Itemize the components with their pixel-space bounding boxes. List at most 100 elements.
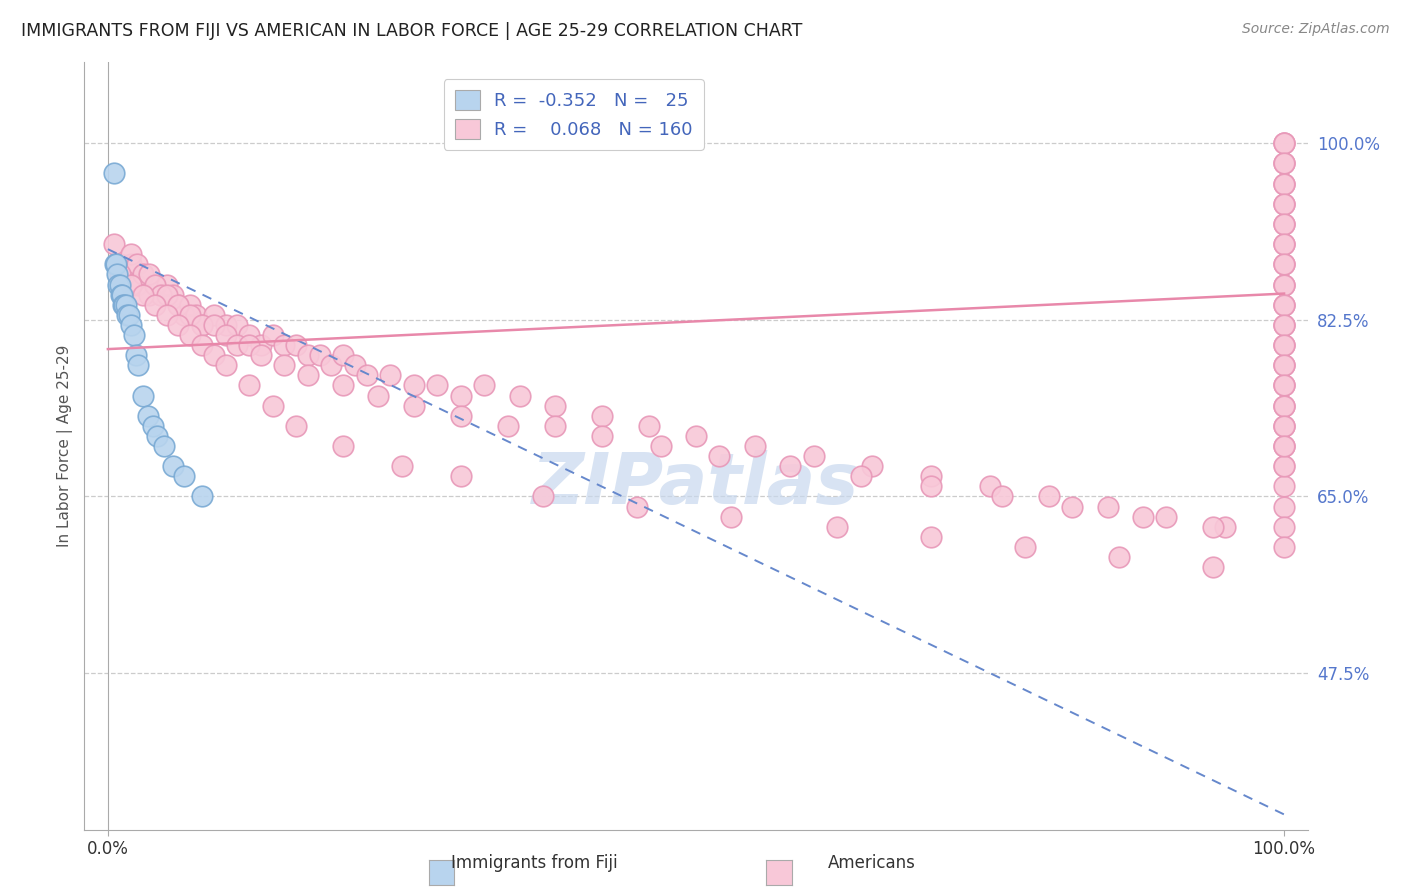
Point [1272,136,1295,151]
Point [1272,378,1295,392]
Point [115,308,138,322]
Point [1272,136,1295,151]
Point [191,318,214,332]
Point [1132,509,1154,524]
Point [1202,560,1225,574]
Point [191,318,214,332]
Point [1272,338,1295,352]
Point [105,268,128,282]
Point [920,530,942,544]
Text: ZIPatlas: ZIPatlas [533,450,859,519]
Point [544,418,567,433]
Point [367,388,389,402]
Point [262,399,284,413]
Point [127,277,149,292]
Point [1272,378,1295,392]
Point [285,418,308,433]
Text: Immigrants from Fiji: Immigrants from Fiji [451,855,617,872]
Point [173,308,195,322]
Point [108,257,131,271]
Point [1272,177,1295,191]
Point [105,257,128,271]
Point [1272,196,1295,211]
Point [343,358,366,372]
Point [380,368,402,383]
Point [226,338,249,352]
Point [146,429,169,443]
Point [120,247,142,261]
Point [920,479,942,493]
Text: Americans: Americans [828,855,915,872]
Point [1272,399,1295,413]
Point [111,287,134,301]
Text: IMMIGRANTS FROM FIJI VS AMERICAN IN LABOR FORCE | AGE 25-29 CORRELATION CHART: IMMIGRANTS FROM FIJI VS AMERICAN IN LABO… [21,22,803,40]
Point [544,399,567,413]
Point [167,318,190,332]
Point [120,318,142,332]
Point [120,257,142,271]
Point [650,439,672,453]
Point [143,277,166,292]
Point [979,479,1001,493]
Point [1272,479,1295,493]
Point [1272,136,1295,151]
Point [849,469,872,483]
Point [153,439,176,453]
Point [1272,358,1295,372]
Point [1272,459,1295,474]
Point [297,348,319,362]
Point [138,268,160,282]
Point [825,520,848,534]
Point [1062,500,1084,514]
Point [214,318,236,332]
Point [1272,439,1295,453]
Y-axis label: In Labor Force | Age 25-29: In Labor Force | Age 25-29 [58,345,73,547]
Point [1097,500,1119,514]
Point [132,287,155,301]
Point [136,409,159,423]
Point [1038,490,1060,504]
Point [156,287,179,301]
Point [332,378,354,392]
Point [262,328,284,343]
Point [112,298,135,312]
Point [1272,156,1295,170]
Point [531,490,554,504]
Point [167,298,190,312]
Point [1272,257,1295,271]
Point [1272,217,1295,231]
Point [238,338,260,352]
Point [297,368,319,383]
Point [118,308,141,322]
Point [1272,277,1295,292]
Point [1272,399,1295,413]
Point [1272,439,1295,453]
Point [509,388,531,402]
Point [162,287,184,301]
Point [1272,196,1295,211]
Point [214,328,236,343]
Point [120,277,142,292]
Point [638,418,661,433]
Point [402,399,425,413]
Point [450,469,472,483]
Point [142,418,165,433]
Point [122,328,145,343]
Point [1272,177,1295,191]
Point [1272,237,1295,252]
Point [149,287,172,301]
Point [132,268,155,282]
Point [114,268,136,282]
Point [125,348,148,362]
Point [1272,177,1295,191]
Point [626,500,648,514]
Point [138,287,160,301]
Point [1272,277,1295,292]
Point [308,348,330,362]
Point [1272,399,1295,413]
Point [1272,196,1295,211]
Point [1272,318,1295,332]
Point [184,308,207,322]
Point [426,378,449,392]
Point [214,358,236,372]
